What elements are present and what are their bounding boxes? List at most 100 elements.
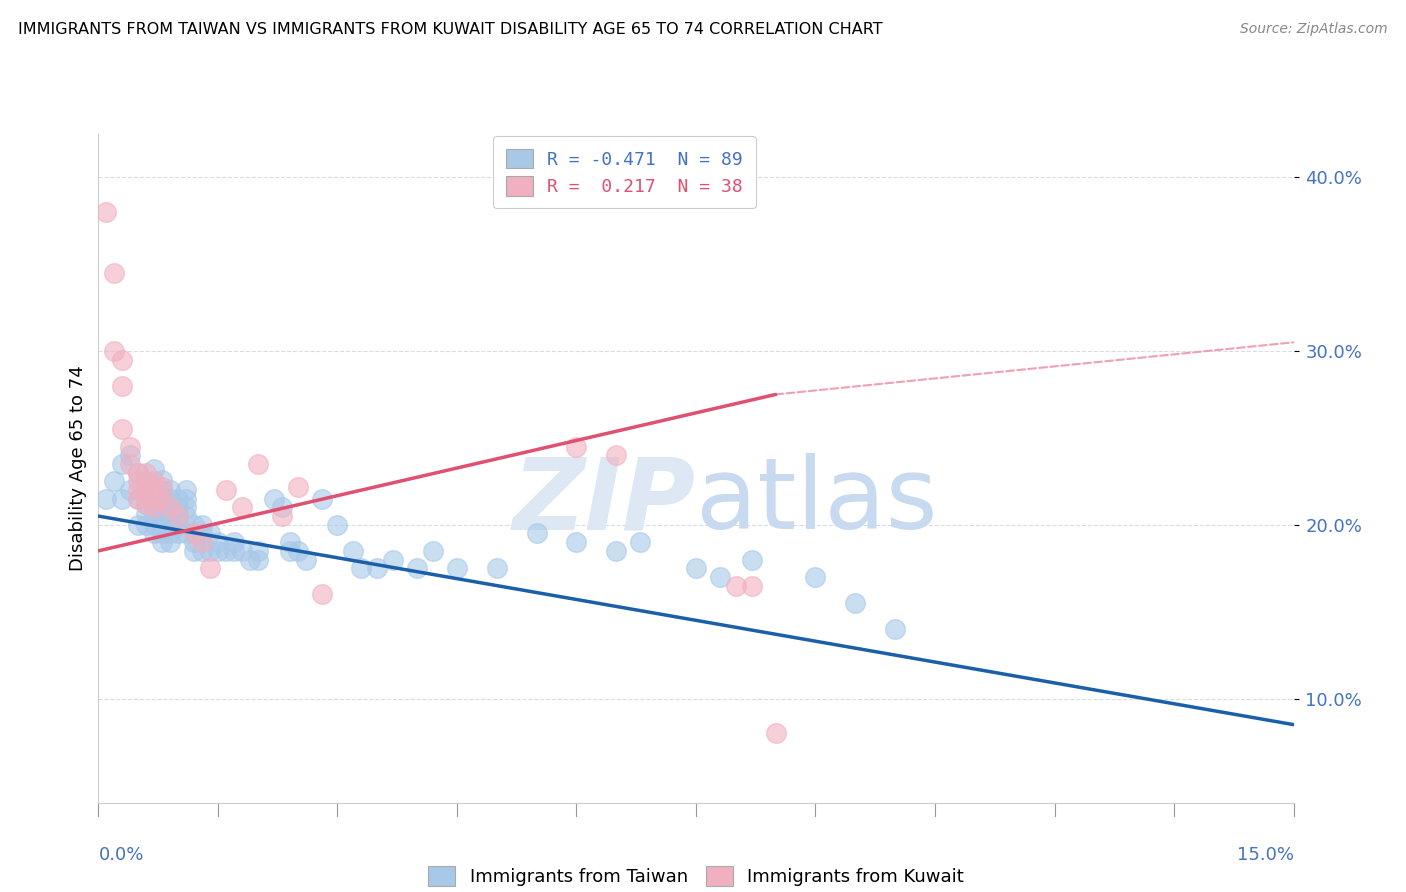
Point bbox=[263, 491, 285, 506]
Point bbox=[804, 570, 827, 584]
Point bbox=[135, 508, 157, 522]
Point bbox=[143, 526, 166, 541]
Point bbox=[246, 457, 269, 471]
Point bbox=[135, 475, 157, 489]
Point bbox=[143, 490, 166, 504]
Legend: Immigrants from Taiwan, Immigrants from Kuwait: Immigrants from Taiwan, Immigrants from … bbox=[420, 859, 972, 892]
Point bbox=[294, 552, 316, 566]
Point bbox=[143, 475, 166, 489]
Point bbox=[446, 561, 468, 575]
Point bbox=[127, 491, 149, 506]
Point bbox=[135, 517, 157, 532]
Point bbox=[741, 578, 763, 592]
Point bbox=[135, 486, 157, 500]
Point bbox=[207, 535, 229, 549]
Point bbox=[159, 500, 181, 515]
Point bbox=[167, 517, 190, 532]
Point bbox=[120, 440, 142, 454]
Point bbox=[844, 596, 866, 610]
Point bbox=[311, 491, 333, 506]
Point bbox=[884, 622, 907, 636]
Point bbox=[183, 544, 205, 558]
Point bbox=[111, 491, 134, 506]
Point bbox=[239, 552, 262, 566]
Point bbox=[198, 526, 221, 541]
Point bbox=[150, 526, 173, 541]
Point bbox=[287, 479, 309, 493]
Text: ZIP: ZIP bbox=[513, 453, 696, 550]
Text: Source: ZipAtlas.com: Source: ZipAtlas.com bbox=[1240, 22, 1388, 37]
Point bbox=[150, 500, 173, 515]
Point bbox=[231, 544, 253, 558]
Point bbox=[143, 500, 166, 515]
Point bbox=[127, 483, 149, 497]
Point bbox=[143, 483, 166, 497]
Point bbox=[215, 483, 238, 497]
Point bbox=[167, 500, 190, 515]
Point bbox=[135, 497, 157, 511]
Point bbox=[150, 535, 173, 549]
Point bbox=[96, 491, 118, 506]
Point bbox=[246, 552, 269, 566]
Point bbox=[311, 587, 333, 601]
Point bbox=[382, 552, 405, 566]
Point bbox=[143, 462, 166, 476]
Point bbox=[167, 526, 190, 541]
Point bbox=[127, 466, 149, 480]
Point bbox=[215, 544, 238, 558]
Point bbox=[127, 475, 149, 489]
Point bbox=[103, 344, 125, 359]
Point bbox=[526, 526, 548, 541]
Point bbox=[167, 509, 190, 524]
Point bbox=[183, 526, 205, 541]
Point bbox=[143, 479, 166, 493]
Point bbox=[120, 448, 142, 462]
Point bbox=[342, 544, 364, 558]
Point bbox=[183, 535, 205, 549]
Point bbox=[278, 544, 301, 558]
Point bbox=[741, 552, 763, 566]
Point bbox=[174, 483, 197, 497]
Point bbox=[120, 483, 142, 497]
Point bbox=[183, 517, 205, 532]
Point bbox=[159, 526, 181, 541]
Point bbox=[191, 526, 214, 541]
Point bbox=[222, 535, 245, 549]
Point bbox=[159, 500, 181, 515]
Point bbox=[724, 578, 747, 592]
Point bbox=[685, 561, 707, 575]
Point bbox=[111, 422, 134, 436]
Point bbox=[150, 491, 173, 506]
Point bbox=[111, 352, 134, 367]
Point bbox=[628, 535, 651, 549]
Point bbox=[150, 517, 173, 532]
Point bbox=[605, 448, 627, 462]
Point bbox=[103, 475, 125, 489]
Point bbox=[605, 544, 627, 558]
Point bbox=[278, 535, 301, 549]
Point bbox=[159, 517, 181, 532]
Point bbox=[207, 544, 229, 558]
Point bbox=[350, 561, 373, 575]
Point bbox=[231, 500, 253, 515]
Point bbox=[191, 535, 214, 549]
Point bbox=[135, 476, 157, 491]
Point bbox=[127, 491, 149, 506]
Text: 0.0%: 0.0% bbox=[98, 847, 143, 864]
Point bbox=[191, 544, 214, 558]
Point bbox=[150, 483, 173, 497]
Point bbox=[103, 266, 125, 280]
Point bbox=[565, 440, 588, 454]
Point bbox=[159, 535, 181, 549]
Point bbox=[143, 509, 166, 524]
Point bbox=[287, 544, 309, 558]
Point bbox=[150, 473, 173, 487]
Point bbox=[143, 500, 166, 515]
Point bbox=[198, 561, 221, 575]
Point bbox=[246, 544, 269, 558]
Point bbox=[709, 570, 731, 584]
Point bbox=[111, 378, 134, 392]
Point bbox=[198, 544, 221, 558]
Point bbox=[565, 535, 588, 549]
Point bbox=[150, 479, 173, 493]
